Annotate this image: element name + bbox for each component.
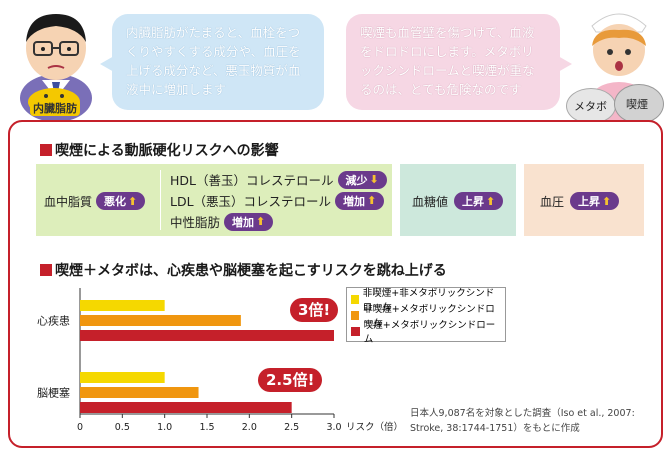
- left-bubble-text: 内臓脂肪がたまると、血栓をつくりやすくする成分や、血圧を上げる成分など、悪玉物質…: [126, 25, 301, 97]
- glucose-badge: 上昇 ⬆: [454, 192, 504, 210]
- category-label: 心疾患: [37, 314, 70, 328]
- bar-1-0: [80, 372, 165, 383]
- right-character-label2: 喫煙: [626, 98, 648, 111]
- x-tick-label: 0.5: [115, 422, 130, 433]
- chart-legend: 非喫煙+非メタボリックシンドローム 非喫煙+メタボリックシンドローム 喫煙+メタ…: [346, 287, 506, 345]
- x-tick-label: 1.5: [199, 422, 214, 433]
- legend-item-1: 非喫煙+非メタボリックシンドローム: [351, 288, 501, 313]
- blood-lipid-badge: 悪化 ⬆: [96, 192, 146, 210]
- ldl-label: LDL（悪玉）コレステロール: [170, 194, 332, 209]
- x-tick-label: 3.0: [326, 422, 341, 433]
- left-speech-bubble: 内臓脂肪がたまると、血栓をつくりやすくする成分や、血圧を上げる成分など、悪玉物質…: [100, 14, 324, 110]
- left-character-label: 内臓脂肪: [30, 100, 80, 116]
- bar-1-2: [80, 402, 292, 413]
- legend-item-3: 喫煙+メタボリックシンドローム: [351, 320, 501, 345]
- section1-title-text: 喫煙による動脈硬化リスクへの影響: [55, 143, 279, 159]
- right-speech-bubble: 喫煙も血管壁を傷つけて、血液をドロドロにします。メタボリックシンドロームと喫煙が…: [346, 14, 572, 110]
- tg-label: 中性脂肪: [170, 215, 221, 230]
- glucose-label: 血糖値: [412, 194, 449, 209]
- section1-title: 喫煙による動脈硬化リスクへの影響: [40, 140, 279, 160]
- arrow-up-icon: ⬆: [602, 194, 612, 208]
- bar-0-1: [80, 315, 241, 326]
- smoke-blob-icon: [614, 84, 664, 124]
- right-character-label1: メタボ: [574, 100, 607, 113]
- bp-label: 血圧: [540, 194, 565, 209]
- bar-0-2: [80, 330, 334, 341]
- hdl-label: HDL（善玉）コレステロール: [170, 173, 334, 188]
- x-axis-label: リスク（倍）: [346, 421, 403, 433]
- callout-3x: 3倍!: [290, 298, 339, 322]
- section2-title: 喫煙＋メタボは、心疾患や脳梗塞を起こすリスクを跳ね上げる: [40, 260, 447, 280]
- x-tick-label: 0: [77, 422, 83, 433]
- callout-2-5x: 2.5倍!: [258, 368, 323, 392]
- glucose-box: 血糖値 上昇 ⬆: [400, 164, 516, 236]
- bar-1-1: [80, 387, 199, 398]
- bar-0-0: [80, 300, 165, 311]
- lipid-box: 血中脂質 悪化 ⬆ HDL（善玉）コレステロール 減少 ⬇ LDL（悪玉）コレステロ…: [36, 164, 392, 236]
- ldl-badge: 増加 ⬆: [335, 191, 385, 210]
- tg-badge: 増加 ⬆: [224, 212, 274, 231]
- footnote: 日本人9,087名を対象とした調査（Iso et al., 2007: Stro…: [410, 408, 635, 434]
- category-label: 脳梗塞: [37, 386, 70, 400]
- section2-title-text: 喫煙＋メタボは、心疾患や脳梗塞を起こすリスクを跳ね上げる: [55, 263, 447, 279]
- legend-item-2: 非喫煙+メタボリックシンドローム: [351, 304, 501, 329]
- metabo-blob-icon: [566, 88, 616, 124]
- arrow-up-icon: ⬆: [486, 194, 496, 208]
- right-bubble-text: 喫煙も血管壁を傷つけて、血液をドロドロにします。メタボリックシンドロームと喫煙が…: [360, 25, 535, 97]
- x-tick-label: 2.0: [242, 422, 257, 433]
- arrow-down-icon: ⬇: [369, 173, 379, 186]
- blood-lipid-label: 血中脂質: [44, 194, 93, 209]
- bp-box: 血圧 上昇 ⬆: [524, 164, 644, 236]
- x-tick-label: 2.5: [284, 422, 299, 433]
- arrow-up-icon: ⬆: [128, 194, 138, 208]
- hdl-badge: 減少 ⬇: [337, 170, 387, 189]
- x-tick-label: 1.0: [157, 422, 172, 433]
- arrow-up-icon: ⬆: [256, 215, 266, 228]
- bp-badge: 上昇 ⬆: [570, 192, 620, 210]
- arrow-up-icon: ⬆: [367, 194, 377, 207]
